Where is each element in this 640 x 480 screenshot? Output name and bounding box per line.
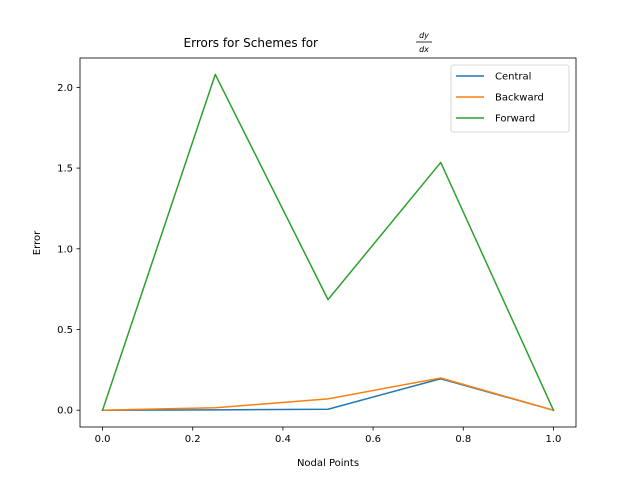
plot-area-frame	[79, 57, 577, 428]
x-tick-label: 0.8	[455, 434, 471, 445]
title-fraction-denominator: dx	[419, 45, 429, 54]
x-axis-ticks: 0.0 0.2 0.4 0.6 0.8 1.0	[95, 427, 562, 445]
x-tick-label: 0.6	[365, 434, 381, 445]
y-axis-label: Error	[32, 230, 43, 255]
y-axis-ticks: 0.0 0.5 1.0 1.5 2.0	[57, 83, 80, 417]
x-tick-label: 0.2	[185, 434, 201, 445]
y-tick-label: 1.0	[57, 244, 73, 255]
x-tick-label: 1.0	[546, 434, 562, 445]
series-line-forward	[101, 73, 555, 412]
x-tick-label: 0.0	[95, 434, 111, 445]
chart-title-text: Errors for Schemes for	[184, 36, 319, 50]
y-tick-label: 0.5	[57, 325, 73, 336]
legend-box	[450, 64, 570, 133]
y-tick-label: 1.5	[57, 164, 73, 175]
y-tick-label: 2.0	[57, 83, 73, 94]
legend-label-forward: Forward	[495, 114, 535, 125]
y-tick-label: 0.0	[57, 406, 73, 417]
legend-label-central: Central	[495, 72, 531, 83]
series-layer	[101, 73, 555, 412]
legend-label-backward: Backward	[495, 93, 544, 104]
legend: Central Backward Forward	[450, 64, 570, 133]
chart-title: Errors for Schemes for dy dx	[184, 31, 432, 54]
x-axis-label: Nodal Points	[297, 458, 359, 469]
x-tick-label: 0.4	[275, 434, 291, 445]
series-line-backward	[101, 377, 555, 412]
title-fraction-numerator: dy	[419, 31, 429, 40]
